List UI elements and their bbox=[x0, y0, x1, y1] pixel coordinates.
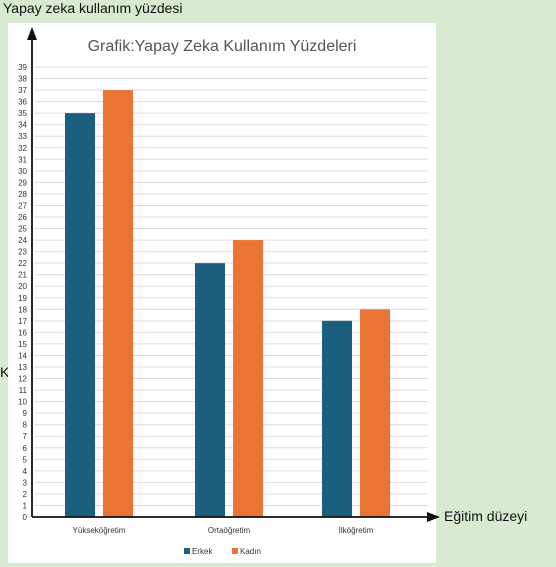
legend-swatch bbox=[184, 548, 190, 554]
bar-erkek-2 bbox=[195, 263, 225, 517]
y-tick-label: 7 bbox=[23, 432, 28, 441]
y-tick-label: 32 bbox=[18, 144, 27, 153]
y-tick-label: 33 bbox=[18, 132, 27, 141]
y-tick-label: 8 bbox=[23, 421, 28, 430]
y-tick-label: 6 bbox=[23, 444, 28, 453]
y-tick-label: 1 bbox=[23, 501, 28, 510]
y-tick-label: 26 bbox=[18, 213, 27, 222]
y-tick-label: 20 bbox=[18, 282, 27, 291]
y-tick-label: 38 bbox=[18, 75, 27, 84]
y-tick-label: 37 bbox=[18, 86, 27, 95]
y-tick-label: 11 bbox=[19, 386, 28, 395]
y-tick-label: 36 bbox=[18, 98, 27, 107]
y-tick-label: 28 bbox=[18, 190, 27, 199]
y-tick-label: 15 bbox=[18, 340, 27, 349]
category-labels: Yükseköğretim Ortaöğretim İlköğretim bbox=[73, 526, 374, 535]
chart-title: Grafik:Yapay Zeka Kullanım Yüzdeleri bbox=[88, 38, 357, 55]
legend-label: Kadın bbox=[240, 547, 261, 556]
y-tick-label: 16 bbox=[18, 328, 27, 337]
y-tick-label: 29 bbox=[18, 178, 27, 187]
bar-kadın-3 bbox=[360, 309, 390, 517]
y-tick-label: 24 bbox=[18, 236, 27, 245]
y-tick-label: 27 bbox=[18, 201, 27, 210]
y-tick-label: 14 bbox=[18, 351, 27, 360]
y-tick-label: 25 bbox=[18, 225, 27, 234]
y-tick-label: 9 bbox=[23, 409, 28, 418]
y-tick-label: 23 bbox=[18, 248, 27, 257]
y-tick-label: 13 bbox=[18, 363, 27, 372]
y-tick-label: 19 bbox=[18, 294, 27, 303]
legend-swatch bbox=[232, 548, 238, 554]
y-tick-label: 3 bbox=[23, 478, 28, 487]
x-category-label: İlköğretim bbox=[339, 526, 374, 535]
y-tick-label: 21 bbox=[18, 271, 27, 280]
x-category-label: Yükseköğretim bbox=[73, 526, 126, 535]
y-tick-label: 34 bbox=[18, 121, 27, 130]
y-tick-label: 30 bbox=[18, 167, 27, 176]
y-tick-label: 31 bbox=[18, 155, 27, 164]
bar-erkek-1 bbox=[65, 113, 95, 517]
x-category-label: Ortaöğretim bbox=[208, 526, 251, 535]
bar-kadın-2 bbox=[233, 240, 263, 517]
y-tick-label: 22 bbox=[18, 259, 27, 268]
x-axis-arrowhead bbox=[427, 512, 440, 522]
y-tick-label: 18 bbox=[18, 305, 27, 314]
bars bbox=[65, 90, 390, 517]
legend: Erkek Kadın bbox=[184, 547, 261, 556]
y-tick-label: 10 bbox=[18, 398, 27, 407]
y-tick-label: 2 bbox=[23, 490, 28, 499]
bar-kadın-1 bbox=[103, 90, 133, 517]
y-tick-label: 0 bbox=[23, 513, 28, 522]
y-tick-label: 5 bbox=[23, 455, 28, 464]
y-axis-arrowhead bbox=[27, 27, 37, 40]
legend-label: Erkek bbox=[192, 547, 213, 556]
y-tick-labels: 0123456789101112131415161718192021222324… bbox=[18, 63, 27, 522]
y-tick-label: 39 bbox=[18, 63, 27, 72]
y-tick-label: 35 bbox=[18, 109, 27, 118]
y-tick-label: 4 bbox=[23, 467, 28, 476]
y-tick-label: 12 bbox=[18, 375, 27, 384]
y-tick-label: 17 bbox=[18, 317, 27, 326]
bar-erkek-3 bbox=[322, 321, 352, 517]
